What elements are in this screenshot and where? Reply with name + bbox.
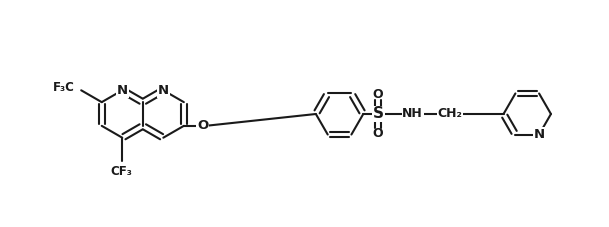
Text: O: O [373, 127, 384, 140]
Text: N: N [117, 84, 128, 97]
Text: NH: NH [403, 108, 423, 121]
Text: N: N [533, 128, 544, 141]
Text: N: N [158, 84, 169, 97]
Text: O: O [197, 119, 208, 132]
Text: F₃C: F₃C [52, 81, 74, 94]
Text: S: S [373, 106, 384, 121]
Text: O: O [373, 88, 384, 101]
Text: CF₃: CF₃ [110, 165, 132, 178]
Text: CH₂: CH₂ [438, 108, 463, 121]
